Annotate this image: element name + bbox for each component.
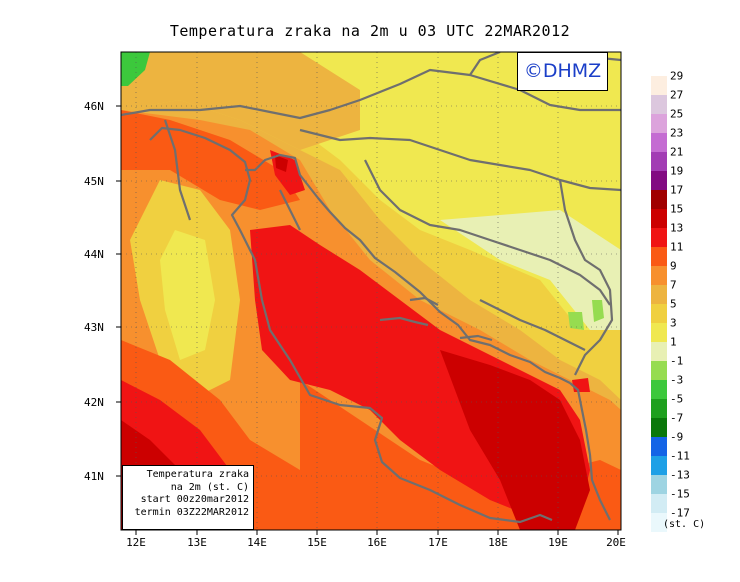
legend-label: 25 [670,107,684,121]
legend-swatch [651,247,667,266]
legend-swatch [651,266,667,285]
legend-label: -5 [670,392,684,406]
legend-swatch [651,380,667,399]
legend-swatch [651,361,667,380]
legend-unit: (st. C) [663,519,706,530]
legend-swatch [651,494,667,513]
lon-label-15: 15E [307,536,327,549]
legend-label: -9 [670,430,684,444]
legend-label: 23 [670,126,684,140]
legend-label: -17 [670,506,690,520]
legend-label: 5 [670,297,677,311]
lon-label-20: 20E [606,536,626,549]
lon-label-18: 18E [488,536,508,549]
legend-label: 15 [670,202,684,216]
lon-label-16: 16E [367,536,387,549]
legend-label: 29 [670,69,684,83]
legend-swatch [651,133,667,152]
info-line-4: termin 03Z22MAR2012 [134,506,249,518]
lon-label-12: 12E [126,536,146,549]
lon-label-19: 19E [548,536,568,549]
legend-swatch [651,437,667,456]
legend-swatch [651,456,667,475]
legend-label: 21 [670,145,684,159]
legend-label: 19 [670,164,684,178]
map-title: Temperatura zraka na 2m u 03 UTC 22MAR20… [169,22,571,40]
info-line-3: start 00z20mar2012 [140,494,249,505]
legend-swatch [651,475,667,494]
lat-label-44: 44N [84,248,104,261]
lat-label-43: 43N [84,321,104,334]
legend-swatch [651,209,667,228]
lon-label-17: 17E [428,536,448,549]
legend-label: 7 [670,278,677,292]
legend-swatch [651,228,667,247]
legend-swatch [651,95,667,114]
legend-swatch [651,418,667,437]
lon-label-13: 13E [187,536,207,549]
legend-swatch [651,342,667,361]
dhmz-logo: ©DHMZ [517,52,608,91]
legend-swatch [651,323,667,342]
axis-ticks [116,105,619,535]
legend-label: 11 [670,240,684,254]
info-line-2: na 2m (st. C) [170,481,249,493]
legend-label: 27 [670,88,684,102]
legend-label: -15 [670,487,690,501]
lat-label-45: 45N [84,175,104,188]
legend-label: 9 [670,259,677,273]
legend-swatch [651,513,667,532]
lat-label-41: 41N [84,470,104,483]
legend-label: 1 [670,335,677,349]
legend-label: 17 [670,183,684,197]
legend-swatch [651,76,667,95]
legend-label: -7 [670,411,684,425]
legend-swatch [651,399,667,418]
legend-label: 13 [670,221,684,235]
legend-swatch [651,190,667,209]
legend-label: -13 [670,468,690,482]
legend-label: -11 [670,449,690,463]
legend-swatch [651,285,667,304]
legend-swatch [651,171,667,190]
legend-label: 3 [670,316,677,330]
lat-label-42: 42N [84,396,104,409]
legend-swatch [651,114,667,133]
legend-swatch [651,304,667,323]
map-frame [120,51,622,531]
info-box: Temperatura zraka na 2m (st. C) start 00… [122,465,254,530]
lat-label-46: 46N [84,100,104,113]
info-line-1: Temperatura zraka [146,469,249,480]
legend-label: -1 [670,354,684,368]
temperature-field [121,52,621,530]
legend-label: -3 [670,373,684,387]
legend-swatch [651,152,667,171]
lon-label-14: 14E [247,536,267,549]
